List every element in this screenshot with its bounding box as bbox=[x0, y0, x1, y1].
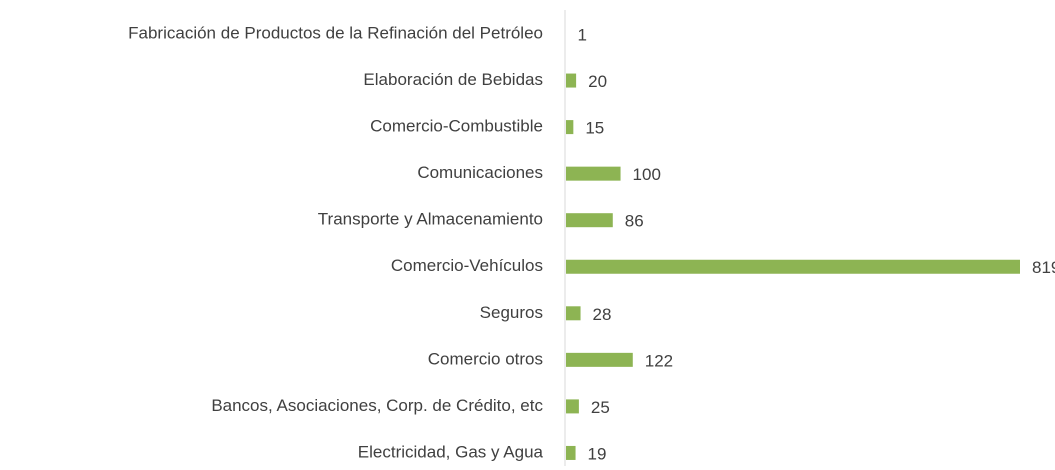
category-label: Comunicaciones bbox=[417, 163, 543, 182]
category-label: Seguros bbox=[480, 303, 543, 322]
category-label: Fabricación de Productos de la Refinació… bbox=[128, 23, 543, 42]
data-label: 28 bbox=[593, 305, 612, 324]
bar bbox=[566, 73, 577, 88]
bar bbox=[566, 399, 579, 414]
category-label: Comercio otros bbox=[428, 349, 543, 368]
data-label: 1 bbox=[578, 25, 587, 44]
category-label: Bancos, Asociaciones, Corp. de Crédito, … bbox=[211, 396, 543, 415]
data-label: 25 bbox=[591, 398, 610, 417]
bar bbox=[566, 259, 1020, 274]
bar bbox=[566, 120, 574, 135]
data-label: 122 bbox=[645, 351, 673, 370]
data-label: 86 bbox=[625, 212, 644, 231]
category-label: Comercio-Combustible bbox=[370, 117, 543, 136]
data-label: 19 bbox=[588, 444, 607, 463]
bar bbox=[566, 306, 581, 321]
bar bbox=[566, 213, 613, 228]
data-label: 100 bbox=[633, 165, 661, 184]
data-label: 819 bbox=[1032, 258, 1055, 277]
data-label: 15 bbox=[585, 119, 604, 138]
category-label: Electricidad, Gas y Agua bbox=[358, 442, 544, 461]
category-label: Elaboración de Bebidas bbox=[363, 70, 543, 89]
category-label: Transporte y Almacenamiento bbox=[318, 210, 543, 229]
bar bbox=[566, 166, 621, 181]
bar bbox=[566, 352, 633, 367]
bar bbox=[566, 445, 576, 460]
data-label: 20 bbox=[588, 72, 607, 91]
category-label: Comercio-Vehículos bbox=[391, 256, 543, 275]
